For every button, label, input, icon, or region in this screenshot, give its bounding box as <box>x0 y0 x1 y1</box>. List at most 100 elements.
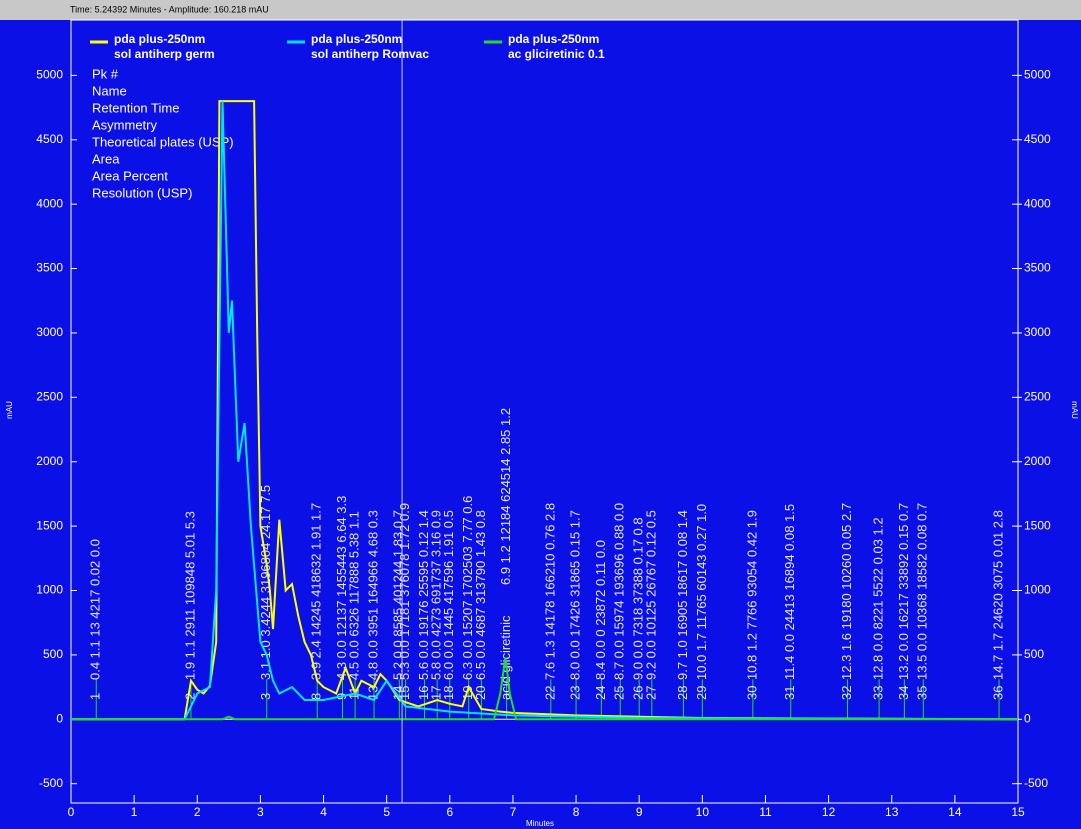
y2-tick-label: 1500 <box>1024 518 1051 532</box>
peak-number: 22 <box>542 686 557 700</box>
y-tick-label: 4000 <box>36 196 63 210</box>
peak-number: 17 <box>429 686 444 700</box>
peak-number: 18 <box>441 686 456 700</box>
peak-table-field: Retention Time <box>92 100 179 115</box>
peak-annotation: 14.7 1.7 24620 3075 0.01 2.8 <box>990 510 1005 680</box>
peak-annotation: 8.4 0.0 0 23872 0.11 0.0 <box>593 540 608 680</box>
peak-number: 34 <box>896 686 911 700</box>
y2-tick-label: 1000 <box>1024 583 1051 597</box>
y-tick-label: 3500 <box>36 261 63 275</box>
peak-number: 29 <box>694 686 709 700</box>
y2-tick-label: 2000 <box>1024 454 1051 468</box>
peak-annotation: 3.9 2.4 14245 418632 1.91 1.7 <box>309 503 324 680</box>
peak-number: 3 <box>258 693 273 700</box>
peak-number: 23 <box>568 686 583 700</box>
y-axis-label: mAU <box>5 401 14 419</box>
peak-annotation: 9.0 0.0 7318 37388 0.17 0.8 <box>631 517 646 680</box>
y-tick-label: 0 <box>56 711 63 725</box>
peak-number: 24 <box>593 686 608 700</box>
peak-annotation: 1.9 1.1 2911 109848 5.01 5.3 <box>182 511 197 680</box>
x-tick-label: 12 <box>822 805 836 819</box>
y-tick-label: 2000 <box>36 454 63 468</box>
peak-number: 25 <box>612 686 627 700</box>
peak-number: 8 <box>309 693 324 700</box>
y2-tick-label: 5000 <box>1024 68 1051 82</box>
y2-tick-label: 4500 <box>1024 132 1051 146</box>
peak-annotation: 4.8 0.0 3951 164966 4.68 0.3 <box>365 510 380 680</box>
peak-annotation: 6.3 0.0 15207 1702503 7.77 0.6 <box>460 496 475 680</box>
x-tick-label: 1 <box>131 805 138 819</box>
peak-annotation: 7.6 1.3 14178 166210 0.76 2.8 <box>542 503 557 680</box>
x-tick-label: 0 <box>68 805 75 819</box>
peak-number: 2 <box>182 693 197 700</box>
peak-annotation: 0.4 1.1 13 4217 0.02 0.0 <box>88 539 103 680</box>
x-tick-label: 14 <box>948 805 962 819</box>
x-tick-label: 3 <box>257 805 264 819</box>
peak-number: 30 <box>744 686 759 700</box>
peak-number: 28 <box>675 686 690 700</box>
series-line <box>71 657 1018 721</box>
legend-sample: ac gliciretinic 0.1 <box>508 47 605 61</box>
x-tick-label: 4 <box>320 805 327 819</box>
y-tick-label: 1000 <box>36 583 63 597</box>
y2-tick-label: 3000 <box>1024 325 1051 339</box>
x-tick-label: 7 <box>510 805 517 819</box>
y2-tick-label: -500 <box>1024 776 1048 790</box>
y-tick-label: 5000 <box>36 68 63 82</box>
x-tick-label: 8 <box>573 805 580 819</box>
legend-name: pda plus-250nm <box>114 32 205 46</box>
y-tick-label: 1500 <box>36 518 63 532</box>
y2-tick-label: 3500 <box>1024 261 1051 275</box>
legend-sample: sol antiherp Romvac <box>311 47 429 61</box>
peak-number: 1 <box>88 693 103 700</box>
peak-number: 32 <box>839 686 854 700</box>
x-tick-label: 2 <box>194 805 201 819</box>
peak-number: 31 <box>782 686 797 700</box>
x-axis-label: Minutes <box>526 819 554 828</box>
peak-annotation: 12.3 1.6 19180 10260 0.05 2.7 <box>839 503 854 680</box>
x-tick-label: 10 <box>696 805 710 819</box>
peak-number: 35 <box>915 686 930 700</box>
legend-name: pda plus-250nm <box>311 32 402 46</box>
x-tick-label: 13 <box>885 805 899 819</box>
peak-table-field: Asymmetry <box>92 117 158 132</box>
x-tick-label: 11 <box>759 805 772 819</box>
peak-annotation: 6.5 0.0 4687 313790 1.43 0.8 <box>473 510 488 680</box>
peak-table-field: Area <box>92 151 120 166</box>
peak-annotation: 5.3 0.0 17181 376078 1.72 0.9 <box>397 503 412 680</box>
peak-annotation: 5.6 0.0 19176 25595 0.12 1.4 <box>416 510 431 680</box>
y-tick-label: 4500 <box>36 132 63 146</box>
peak-annotation: 13.2 0.0 16217 33892 0.15 0.7 <box>896 503 911 680</box>
peak-table-field: Theoretical plates (USP) <box>92 134 234 149</box>
peak-annotation: 8.7 0.0 15974 193696 0.88 0.0 <box>612 503 627 680</box>
y-tick-label: 500 <box>43 647 63 661</box>
y2-tick-label: 2500 <box>1024 390 1051 404</box>
peak-annotation: 6.0 0.0 1445 417596 1.91 0.5 <box>441 510 456 680</box>
peak-table-field: Area Percent <box>92 168 168 183</box>
x-tick-label: 9 <box>636 805 643 819</box>
peak-annotation: 4.5 0.0 6326 117888 5.38 1.1 <box>347 511 362 680</box>
y2-tick-label: 0 <box>1024 711 1031 725</box>
peak-annotation: 9.7 1.0 16905 18617 0.08 1.4 <box>675 510 690 680</box>
peak-annotation: 6.9 1.2 12184 624514 2.85 1.2 <box>498 408 513 585</box>
y2-axis-label: mAU <box>1070 401 1079 419</box>
peak-number: 36 <box>990 686 1005 700</box>
peak-table-field: Name <box>92 83 127 98</box>
peak-table-field: Resolution (USP) <box>92 185 192 200</box>
plot-frame <box>70 19 1019 804</box>
peak-annotation: 8.0 0.0 17426 31865 0.15 1.7 <box>568 510 583 680</box>
status-bar <box>0 0 1081 20</box>
peak-annotation: 11.4 0.0 24413 16894 0.08 1.5 <box>782 504 797 680</box>
peak-number: 15 <box>397 686 412 700</box>
y-tick-label: -500 <box>39 776 63 790</box>
y-tick-label: 3000 <box>36 325 63 339</box>
peak-annotation: 10.8 1.2 7766 93054 0.42 1.9 <box>744 510 759 680</box>
x-tick-label: 5 <box>383 805 390 819</box>
peak-annotation: 9.2 0.0 10125 26767 0.12 0.5 <box>643 510 658 680</box>
y2-tick-label: 4000 <box>1024 196 1051 210</box>
series-line <box>71 100 1019 721</box>
peak-number: 16 <box>416 686 431 700</box>
peak-number: 20 <box>473 686 488 700</box>
